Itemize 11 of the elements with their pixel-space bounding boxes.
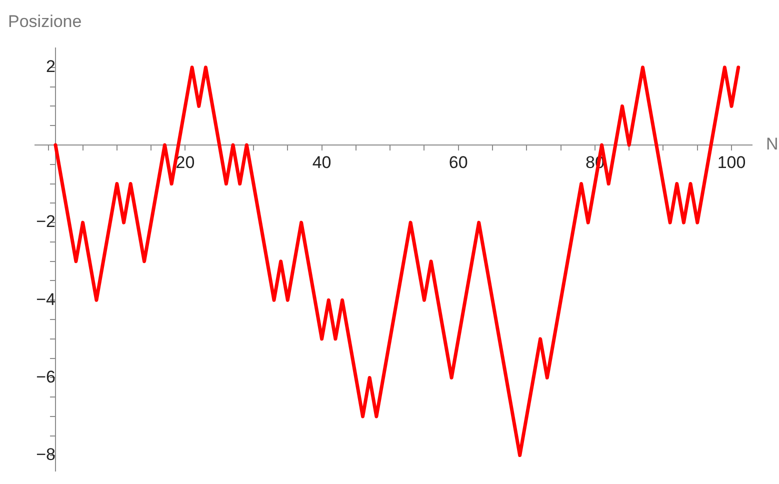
- y-tick-label: −8: [36, 444, 56, 464]
- y-tick-label: 2: [46, 57, 56, 76]
- x-tick-label: 100: [717, 152, 746, 172]
- x-tick-label: 60: [448, 152, 468, 172]
- y-tick-label: −6: [36, 367, 56, 386]
- x-tick-label: 40: [312, 152, 332, 172]
- x-axis-title: N: [766, 134, 778, 154]
- y-axis-title: Posizione: [8, 12, 82, 31]
- y-tick-label: −4: [36, 290, 56, 309]
- y-tick-label: −2: [36, 212, 56, 232]
- x-tick-label: 20: [176, 152, 195, 172]
